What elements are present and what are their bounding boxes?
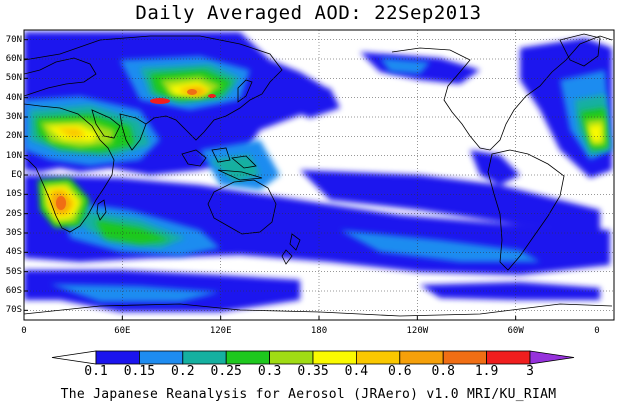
europe-coastline [24,57,97,97]
lat-tick-label: 10N [5,150,22,161]
lon-tick-label: 0 [21,326,27,336]
colorbar-tick-label: 0.2 [171,364,195,379]
lon-tick-label: 0 [594,326,600,336]
lon-tick-label: 60W [507,326,524,336]
colorbar-tick-label: 0.25 [210,364,242,379]
coastlines [24,33,613,317]
greenland-coastline [559,33,601,67]
lon-tick-label: 60E [114,326,131,336]
colorbar-swatch [486,350,531,365]
colorbar-low-arrow [51,350,97,365]
colorbar-swatch [312,350,357,365]
north-america-coastline [391,35,613,151]
aod-level-1.9-3 [150,94,216,104]
lat-tick-label: 30N [5,112,22,122]
lat-tick-label: 50N [5,73,22,84]
lat-tick-label: 60S [5,286,22,296]
new-zealand-coastline [281,233,301,265]
colorbar-swatch [442,350,488,365]
colorbar-swatch [182,350,227,365]
colorbar-swatch [138,350,184,365]
colorbar-swatch [399,350,444,365]
madagascar-coastline [96,199,107,221]
lat-tick-label: 40S [5,247,22,258]
japan-coastline [237,79,253,103]
lat-tick-label: 30S [5,228,22,238]
aod-level-0.8-1.9 [56,89,197,210]
asia-coastline [24,35,283,141]
colorbar-tick-label: 0.3 [257,364,282,379]
colorbar-tick-label: 0.35 [297,364,329,379]
map-ticks [23,39,615,320]
aod-level-0.1-0.15 [24,32,612,312]
india-coastline [119,113,147,151]
colorbar-tick-label: 3 [526,364,534,379]
lat-tick-label: 40N [5,92,22,103]
lat-tick-label: 10S [5,189,22,200]
lat-tick-label: 60N [5,54,22,64]
antarctica-coastline [24,303,613,317]
colorbar-high-arrow [529,350,575,365]
colorbar-tick-label: 0.15 [123,364,156,379]
colorbar [51,350,575,365]
lat-tick-label: 70N [5,34,22,45]
colorbar-swatch [95,350,140,365]
lat-tick-label: 20S [5,208,22,219]
credit-line: The Japanese Reanalysis for Aerosol (JRA… [60,387,557,402]
colorbar-tick-label: 0.4 [344,364,369,379]
lon-tick-label: 180 [310,326,328,336]
lon-tick-label: 120W [406,326,429,336]
colorbar-swatch [355,350,401,365]
colorbar-swatch [269,350,314,365]
arabia-coastline [91,109,121,139]
south-america-coastline [487,149,565,271]
lat-tick-label: EQ [11,170,22,180]
colorbar-tick-label: 0.6 [388,364,412,379]
lon-tick-label: 120E [209,326,232,336]
colorbar-tick-label: 1.9 [474,364,499,379]
africa-coastline [24,103,115,233]
australia-coastline [207,179,277,235]
maritime-continent [181,147,263,181]
colorbar-tick-label: 0.1 [84,364,108,379]
lat-tick-label: 70S [5,305,22,316]
map-gridlines [24,30,614,320]
map-title: Daily Averaged AOD: 22Sep2013 [135,2,482,24]
colorbar-tick-label: 0.8 [431,364,455,379]
aod-field [24,30,614,320]
colorbar-swatch [225,350,270,365]
lat-tick-label: 20N [5,131,22,142]
lat-tick-label: 50S [5,266,22,277]
